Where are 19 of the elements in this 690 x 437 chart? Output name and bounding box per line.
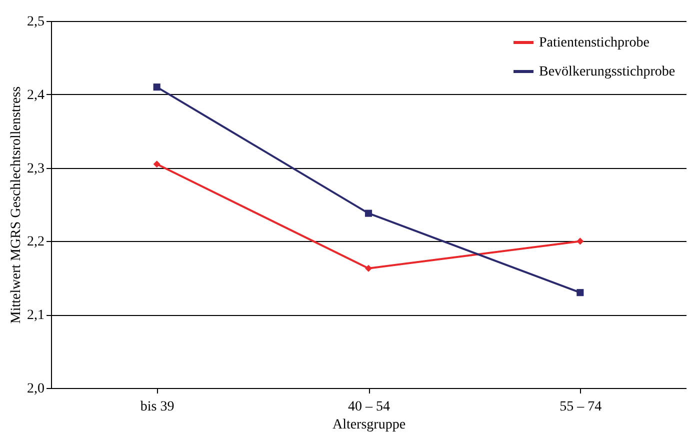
x-tick-label: bis 39 — [140, 400, 174, 414]
y-axis-title: Mittelwert MGRS Geschlechtsrollenstress — [9, 86, 24, 324]
y-tick-label: 2,1 — [27, 308, 44, 324]
x-tick-label: 55 – 74 — [560, 400, 602, 414]
x-axis-title: Altersgruppe — [332, 418, 406, 432]
legend-label: Patientenstichprobe — [539, 36, 650, 50]
y-tick-label: 2,3 — [27, 161, 44, 176]
y-tick-label: 2,2 — [27, 234, 44, 250]
point — [153, 160, 160, 168]
y-tick-label: 2,5 — [27, 14, 44, 30]
point — [576, 238, 584, 245]
y-tick-label: 2,4 — [27, 88, 44, 103]
legend-label: Bevölkerungsstichprobe — [539, 64, 676, 80]
point — [364, 264, 372, 272]
point — [153, 84, 160, 91]
y-tick-label: 2,0 — [27, 382, 44, 396]
point — [576, 289, 584, 296]
x-tick-label: 40 – 54 — [348, 400, 390, 414]
point — [364, 210, 372, 217]
